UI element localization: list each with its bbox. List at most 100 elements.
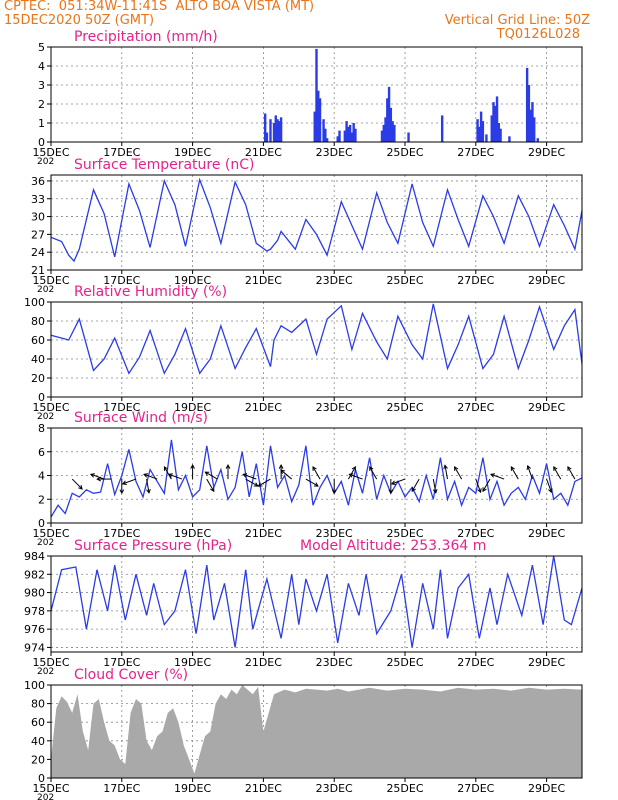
x-tick-label: 15DEC <box>32 401 69 414</box>
wind-arrow-head <box>313 482 319 487</box>
panel-frame <box>50 174 583 271</box>
wind-arrow-shaft <box>163 466 172 480</box>
wind-arrow-shaft <box>527 465 533 480</box>
y-tick-label: 984 <box>24 550 45 563</box>
y-tick-label: 4 <box>38 60 45 73</box>
y-tick-label: 982 <box>24 568 45 581</box>
wind-arrow-head <box>526 464 532 470</box>
wind-arrow-head <box>432 488 438 494</box>
wind-arrow-head <box>443 464 448 470</box>
year-label: 202 <box>37 157 54 167</box>
year-label: 202 <box>37 538 54 548</box>
wind-arrow-shaft <box>567 466 576 480</box>
wind-arrow-head <box>548 488 553 494</box>
y-tick-label: 80 <box>31 698 45 711</box>
year-label: 202 <box>37 412 54 422</box>
x-tick-label: 25DEC <box>386 782 423 795</box>
panel-title: Relative Humidity (%) <box>74 284 227 300</box>
precip-bar <box>525 67 529 142</box>
year-label: 202 <box>37 793 54 800</box>
x-tick-label: 29DEC <box>528 527 565 540</box>
precip-bar <box>531 102 534 142</box>
x-tick-label: 15DEC <box>32 782 69 795</box>
precip-bar <box>315 48 318 142</box>
wind-arrow-shaft <box>369 466 378 480</box>
wind-arrow-shaft <box>242 473 257 480</box>
x-tick-label: 27DEC <box>457 656 494 669</box>
wind-arrow-shaft <box>305 478 319 487</box>
y-tick-label: 1 <box>38 117 45 130</box>
x-tick-label: 21DEC <box>245 782 282 795</box>
header-date: 15DEC2020 50Z (GMT) <box>4 13 155 28</box>
wind-arrow-head <box>482 487 487 493</box>
x-tick-label: 17DEC <box>103 782 140 795</box>
precip-bar <box>440 115 444 142</box>
precip-bar <box>352 123 355 142</box>
x-tick-label: 23DEC <box>316 527 353 540</box>
panel-5: 974 976 978 980 982 984 15DEC 17DEC 19DEC 21DEC 23… <box>24 538 583 677</box>
y-tick-label: 980 <box>24 587 45 600</box>
wind-arrow-shaft <box>546 478 552 493</box>
x-tick-label: 25DEC <box>386 527 423 540</box>
panel-annotation: Model Altitude: 253.364 m <box>300 538 486 554</box>
precip-bar <box>338 130 341 142</box>
x-tick-label: 27DEC <box>457 782 494 795</box>
wind-arrow-shaft <box>143 473 158 480</box>
y-tick-label: 0 <box>38 772 45 785</box>
y-tick-label: 40 <box>31 353 45 366</box>
x-tick-label: 19DEC <box>174 527 211 540</box>
precip-bar <box>527 85 531 142</box>
precip-bar <box>478 126 481 142</box>
x-tick-label: 19DEC <box>174 782 211 795</box>
precip-bar <box>533 117 536 142</box>
y-tick-label: 4 <box>38 470 45 483</box>
wind-arrow-shaft <box>475 478 482 493</box>
x-tick-label: 29DEC <box>528 782 565 795</box>
precip-bar <box>324 128 327 142</box>
precip-bar <box>313 111 316 142</box>
series-line <box>50 439 583 518</box>
wind-arrow-head <box>146 488 151 494</box>
precip-bar <box>274 115 277 142</box>
wind-arrow-head <box>351 466 356 471</box>
precip-bar <box>499 128 502 142</box>
wind-arrow-shaft <box>90 473 105 480</box>
y-tick-label: 0 <box>38 391 45 404</box>
wind-arrow-head <box>331 489 337 495</box>
precip-bar <box>387 86 391 142</box>
panel-2: 21 24 27 30 33 36 15DEC 17DEC 19DEC 21DEC 23DEC 25D… <box>31 157 583 295</box>
precip-bar <box>347 126 350 142</box>
x-tick-label: 23DEC <box>316 656 353 669</box>
panel-3: 0 20 40 60 80 100 15DEC 17DEC 19DEC 21DEC 23DEC 25D… <box>24 284 583 422</box>
x-tick-label: 15DEC <box>32 656 69 669</box>
x-tick-label: 15DEC <box>32 527 69 540</box>
x-tick-label: 25DEC <box>386 274 423 287</box>
wind-arrow-shaft <box>280 469 293 480</box>
x-tick-label: 17DEC <box>103 401 140 414</box>
panel-6: 0 20 40 60 80 100 15DEC 17DEC 19DEC 21DEC 23DEC 25D… <box>24 667 583 800</box>
series-line <box>50 303 583 375</box>
wind-arrow-shaft <box>490 473 505 480</box>
x-tick-label: 27DEC <box>457 146 494 159</box>
precip-bar <box>382 124 385 142</box>
x-tick-label: 19DEC <box>174 401 211 414</box>
wind-arrow-head <box>312 466 317 471</box>
precip-bar <box>494 105 497 142</box>
x-tick-label: 23DEC <box>316 274 353 287</box>
precip-bar <box>497 123 501 142</box>
wind-arrow-head <box>143 473 149 478</box>
x-tick-label: 21DEC <box>245 274 282 287</box>
precip-bar <box>265 132 269 142</box>
wind-arrow-head <box>278 464 284 469</box>
x-tick-label: 19DEC <box>174 656 211 669</box>
wind-arrow-head <box>119 489 125 495</box>
x-tick-label: 25DEC <box>386 656 423 669</box>
wind-arrow-shaft <box>432 478 437 493</box>
wind-arrow-shaft <box>258 478 271 487</box>
year-label: 202 <box>37 285 54 295</box>
y-tick-label: 33 <box>31 193 45 206</box>
y-tick-label: 5 <box>38 41 45 54</box>
wind-arrow-head <box>280 469 286 474</box>
x-tick-label: 21DEC <box>245 401 282 414</box>
wind-arrow-shaft <box>482 478 491 492</box>
